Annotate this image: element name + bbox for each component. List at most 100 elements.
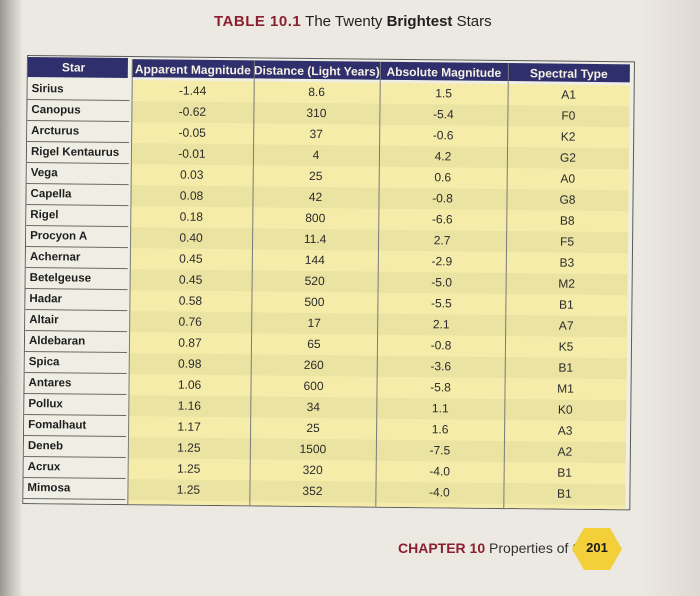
star-name: Fomalhaut [28, 419, 87, 432]
spectral-type-cell: B1 [558, 360, 574, 375]
star-name: Rigel [30, 209, 59, 222]
star-name: Vega [30, 167, 58, 180]
star-name: Spica [28, 356, 60, 369]
distance-cell: 600 [303, 378, 324, 394]
page-shadow [640, 0, 700, 596]
title-text-bold: Brightest [386, 13, 453, 30]
spectral-type-cell: F0 [561, 108, 576, 123]
page-number-badge [572, 528, 622, 570]
spectral-type-cell: B1 [557, 465, 573, 480]
apparent-magnitude-cell: 1.17 [177, 419, 201, 434]
spectral-type-cell: G2 [559, 150, 577, 165]
absolute-magnitude-cell: 1.5 [435, 86, 453, 101]
distance-cell: 520 [304, 273, 325, 289]
apparent-magnitude-cell: 0.45 [178, 272, 203, 287]
star-name: Deneb [27, 440, 64, 453]
absolute-magnitude-cell: -5.5 [431, 296, 452, 311]
distance-cell: 11.4 [303, 231, 327, 247]
table-body: -1.44 8.6 1.5 A1 -0.62 310 -5.4 F0 -0.05 37 -0.6 K2… [127, 59, 630, 510]
spectral-type-cell: K5 [558, 339, 574, 354]
header-star-cell: Star [27, 57, 128, 79]
absolute-magnitude-cell: 4.2 [434, 149, 452, 164]
header-apparent-magnitude: Apparent Magnitude [134, 62, 251, 78]
star-name: Antares [28, 377, 72, 390]
star-name: Acrux [27, 461, 61, 474]
distance-cell: 352 [302, 483, 323, 499]
apparent-magnitude-cell: 0.03 [179, 167, 204, 182]
absolute-magnitude-cell: -7.5 [429, 443, 451, 458]
star-name: Hadar [29, 293, 63, 306]
distance-cell: 260 [303, 357, 324, 373]
distance-cell: 144 [304, 252, 325, 268]
distance-cell: 25 [306, 420, 320, 436]
apparent-magnitude-cell: 0.08 [179, 188, 204, 203]
apparent-magnitude-cell: -1.44 [178, 83, 207, 98]
apparent-magnitude-cell: 0.87 [178, 335, 202, 350]
header-distance: Distance (Light Years) [253, 63, 380, 79]
absolute-magnitude-cell: -0.8 [430, 338, 452, 353]
book-spine-shadow [0, 0, 22, 596]
title-text-end: Stars [456, 13, 492, 30]
apparent-magnitude-cell: 1.25 [176, 482, 201, 497]
distance-cell: 17 [307, 315, 321, 331]
apparent-magnitude-cell: 1.25 [177, 440, 201, 455]
apparent-magnitude-cell: -0.62 [178, 104, 207, 119]
title-text-regular: The Twenty [305, 13, 383, 30]
star-name: Pollux [28, 398, 63, 411]
distance-cell: 65 [307, 336, 321, 352]
spectral-type-cell: B1 [557, 486, 572, 501]
star-name: Procyon A [30, 230, 88, 243]
star-name: Aldebaran [28, 335, 86, 348]
absolute-magnitude-cell: -5.4 [432, 107, 454, 122]
spectral-type-cell: A7 [558, 318, 574, 333]
distance-cell: 1500 [299, 441, 327, 457]
spectral-type-cell: A1 [561, 87, 577, 102]
distance-cell: 42 [308, 189, 323, 205]
spectral-type-cell: M2 [558, 276, 576, 291]
apparent-magnitude-cell: -0.05 [178, 125, 206, 140]
absolute-magnitude-cell: -6.6 [431, 212, 453, 227]
header-absolute-magnitude: Absolute Magnitude [386, 64, 502, 80]
distance-cell: 320 [302, 462, 323, 478]
spectral-type-cell: B1 [558, 297, 574, 312]
apparent-magnitude-cell: 1.16 [177, 398, 202, 413]
distance-cell: 25 [308, 168, 323, 184]
distance-cell: 310 [306, 105, 327, 121]
spectral-type-cell: F5 [559, 234, 575, 249]
absolute-magnitude-cell: -5.8 [430, 380, 451, 395]
star-name: Canopus [31, 104, 81, 117]
spectral-type-cell: A2 [557, 444, 573, 459]
distance-cell: 34 [306, 399, 321, 415]
spectral-type-cell: M1 [557, 381, 574, 396]
table-number: TABLE 10.1 [214, 13, 302, 30]
star-name: Sirius [31, 83, 64, 96]
spectral-type-cell: B3 [559, 255, 575, 270]
absolute-magnitude-cell: -4.0 [429, 464, 451, 479]
stars-table: Star Apparent Magnitude Distance (Light … [22, 55, 635, 511]
star-name: Achernar [29, 251, 81, 264]
absolute-magnitude-cell: -4.0 [429, 485, 450, 500]
absolute-magnitude-cell: 1.6 [431, 422, 449, 437]
spectral-type-cell: K0 [557, 402, 573, 417]
distance-cell: 8.6 [308, 84, 326, 100]
row-divider [23, 497, 126, 501]
star-name: Altair [29, 314, 59, 327]
star-name: Rigel Kentaurus [30, 146, 120, 159]
apparent-magnitude-cell: 1.25 [176, 461, 201, 476]
apparent-magnitude-cell: 0.45 [179, 251, 203, 266]
absolute-magnitude-cell: 0.6 [434, 170, 452, 185]
absolute-magnitude-cell: -0.8 [432, 191, 453, 206]
header-spectral-type: Spectral Type [529, 66, 608, 82]
absolute-magnitude-cell: -0.6 [432, 128, 454, 143]
absolute-magnitude-cell: -3.6 [430, 359, 452, 374]
footer-chapter: CHAPTER 10 [398, 540, 486, 556]
star-name: Capella [30, 188, 72, 201]
absolute-magnitude-cell: 2.7 [433, 233, 451, 248]
apparent-magnitude-cell: 0.76 [178, 314, 202, 329]
hexagon-shape [572, 528, 622, 570]
star-name: Arcturus [31, 125, 80, 138]
spectral-type-cell: A0 [560, 171, 576, 186]
star-name-column: Sirius Canopus Arcturus Rigel Kentaurus Vega… [23, 79, 130, 505]
distance-cell: 800 [305, 210, 326, 226]
spectral-type-cell: B8 [559, 213, 575, 228]
